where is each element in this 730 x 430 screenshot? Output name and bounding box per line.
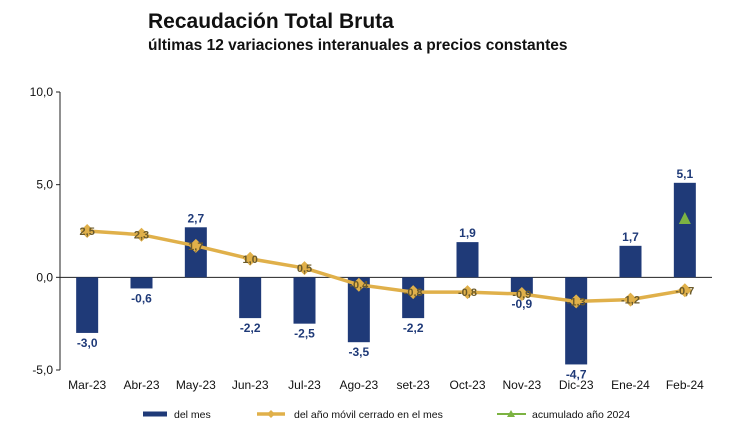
- bar-data-label: -2,5: [294, 327, 315, 341]
- line-marker: [243, 251, 258, 266]
- line-data-label: -0,9: [512, 289, 531, 301]
- line-series: [87, 229, 686, 304]
- bar: [673, 182, 696, 278]
- line-marker: [351, 277, 366, 292]
- line-marker: [569, 294, 584, 309]
- bar: [76, 277, 99, 333]
- bar-data-label: 5,1: [676, 167, 693, 181]
- bar-data-label: -3,5: [348, 345, 369, 359]
- legend-label-acumulado: acumulado año 2024: [532, 409, 630, 421]
- accumulated-marker: [678, 212, 691, 225]
- bar: [130, 277, 153, 289]
- x-tick-label: Feb-24: [666, 378, 704, 392]
- bar: [347, 277, 370, 343]
- line-marker: [297, 261, 312, 276]
- legend-marker-acumulado: [507, 410, 515, 417]
- bar-data-label: 1,9: [459, 226, 476, 240]
- bar-data-label: -0,6: [131, 291, 152, 305]
- x-tick-label: Abr-23: [123, 378, 159, 392]
- line-marker: [514, 287, 529, 302]
- bar-data-label: -2,2: [240, 321, 261, 335]
- line-marker: [406, 285, 421, 300]
- line-data-label: -0,8: [404, 287, 423, 299]
- legend-marker-anio-movil: [267, 410, 275, 418]
- bar: [293, 277, 316, 324]
- line-marker: [188, 238, 203, 253]
- line-data-label: 2,3: [134, 230, 149, 242]
- x-tick-label: Ago-23: [339, 378, 378, 392]
- line-marker: [80, 224, 95, 238]
- x-tick-label: Ene-24: [611, 378, 650, 392]
- line-marker: [623, 292, 638, 307]
- bar-data-label: -3,0: [77, 336, 98, 350]
- bar: [510, 277, 533, 295]
- x-tick-label: May-23: [176, 378, 216, 392]
- x-tick-label: Dic-23: [559, 378, 594, 392]
- x-tick-label: Mar-23: [68, 378, 106, 392]
- line-data-label: -1,3: [567, 296, 586, 308]
- x-tick-label: set-23: [396, 378, 430, 392]
- bar-data-label: -0,9: [511, 297, 532, 311]
- y-tick-label: 0,0: [36, 270, 53, 284]
- line-data-label: 0,5: [297, 263, 312, 275]
- x-tick-label: Nov-23: [502, 378, 541, 392]
- bar: [619, 245, 642, 278]
- chart-subtitle: últimas 12 variaciones interanuales a pr…: [148, 37, 568, 54]
- y-tick-label: -5,0: [32, 363, 53, 377]
- line-marker: [460, 285, 475, 300]
- bar-data-label: 1,7: [622, 230, 639, 244]
- bar: [456, 242, 479, 278]
- line-data-label: 2,5: [80, 226, 95, 238]
- line-data-label: -0,8: [458, 287, 477, 299]
- line-data-label: -0,7: [675, 285, 694, 297]
- line-marker: [134, 227, 149, 242]
- chart-title: Recaudación Total Bruta: [148, 10, 394, 33]
- bar-data-label: 2,7: [187, 211, 204, 225]
- legend-label-del-mes: del mes: [174, 409, 211, 421]
- line-data-label: 1,0: [243, 254, 258, 266]
- bar: [239, 277, 262, 319]
- bar-data-label: -4,7: [566, 367, 587, 381]
- line-data-label: -0,4: [349, 280, 369, 292]
- y-tick-label: 10,0: [30, 85, 54, 99]
- y-tick-label: 5,0: [36, 178, 53, 192]
- line-data-label: -1,2: [621, 295, 640, 307]
- x-tick-label: Jul-23: [288, 378, 321, 392]
- x-tick-label: Jun-23: [232, 378, 269, 392]
- x-tick-label: Oct-23: [449, 378, 485, 392]
- bar: [565, 277, 588, 365]
- line-marker: [677, 283, 692, 298]
- bar-data-label: -2,2: [403, 321, 424, 335]
- legend-label-anio-movil: del año móvil cerrado en el mes: [294, 409, 443, 421]
- line-data-label: 1,7: [188, 241, 203, 253]
